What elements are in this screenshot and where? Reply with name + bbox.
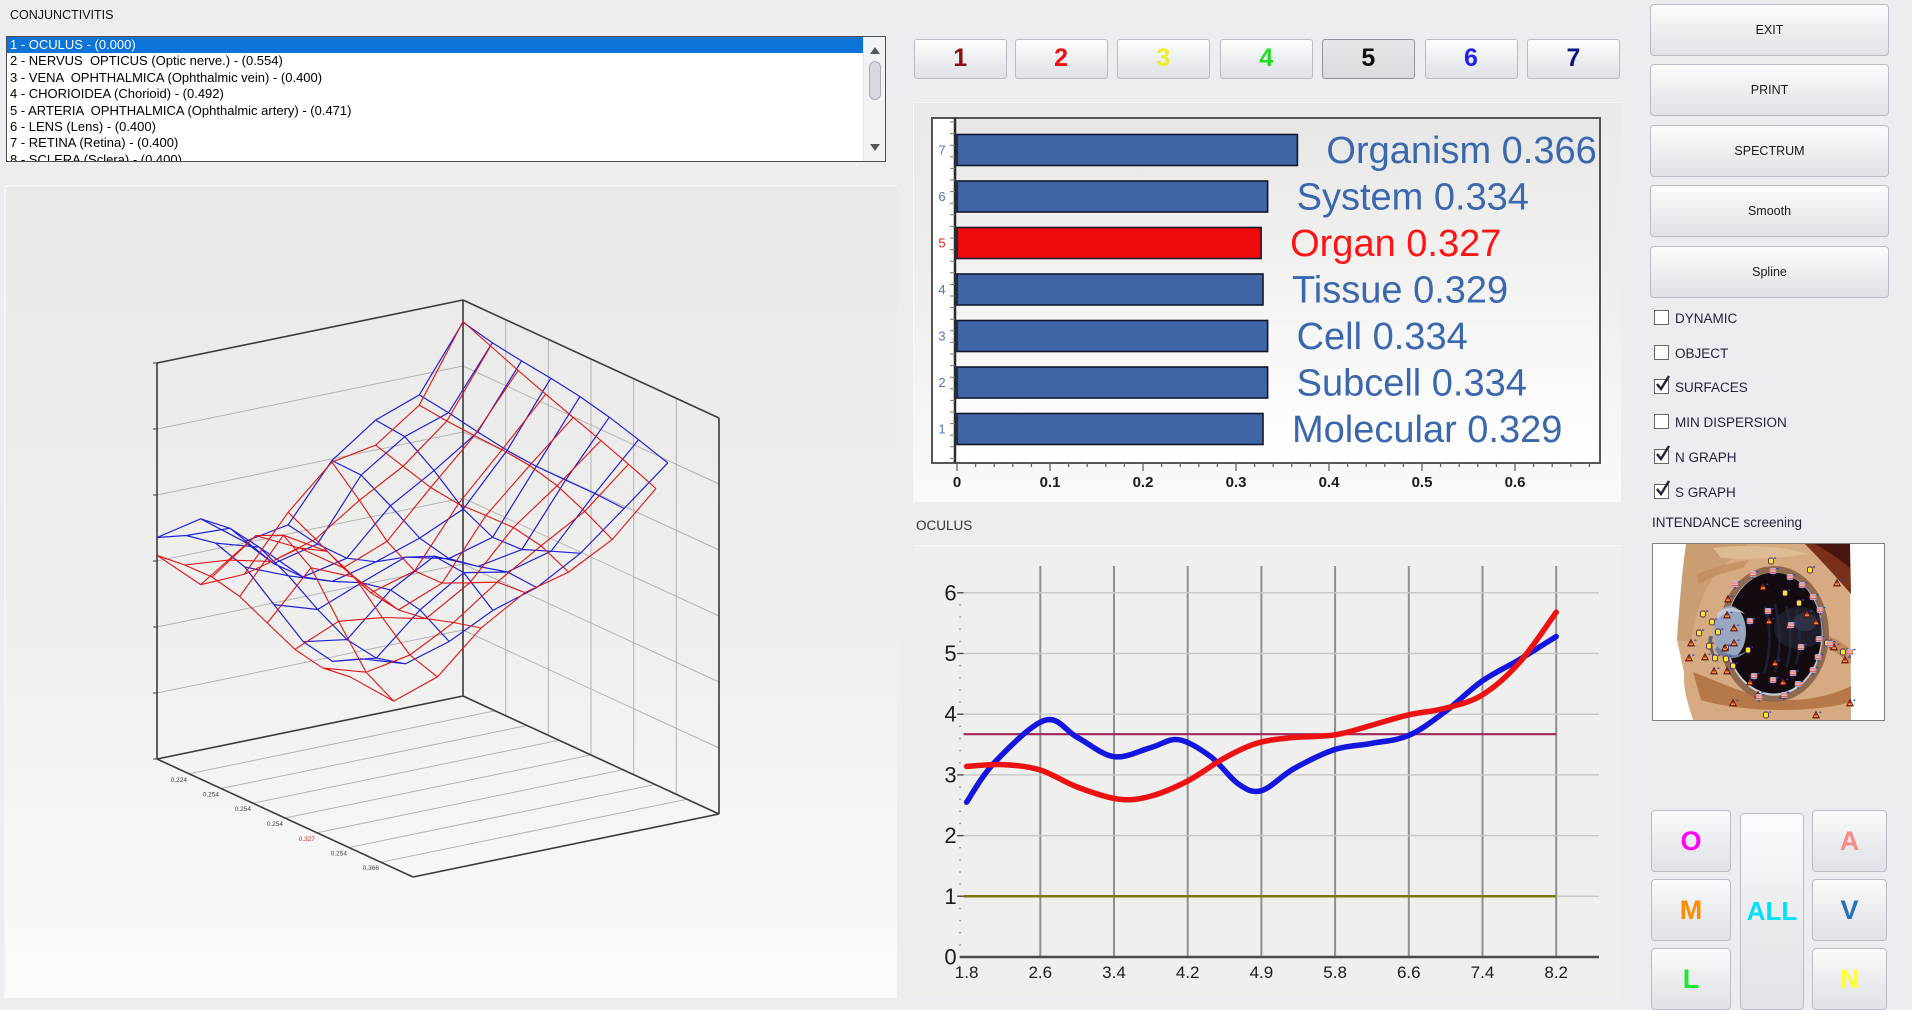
svg-text:0.1: 0.1 [1040,474,1061,491]
svg-text:Subcell 0.334: Subcell 0.334 [1297,363,1527,405]
svg-text:2: 2 [938,375,945,390]
svg-text:7: 7 [938,143,945,158]
svg-text:4: 4 [938,282,945,297]
svg-text:Organism 0.366: Organism 0.366 [1326,130,1596,172]
svg-text:0.254: 0.254 [203,792,220,799]
svg-text:6.6: 6.6 [1397,963,1421,982]
svg-text:0.254: 0.254 [331,851,348,858]
svg-text:4: 4 [944,702,956,727]
svg-text:0.4: 0.4 [1319,474,1341,491]
svg-text:0.224: 0.224 [171,777,188,784]
svg-text:0.366: 0.366 [363,865,380,872]
svg-text:1: 1 [938,422,945,437]
svg-text:Organ 0.327: Organ 0.327 [1290,223,1501,265]
svg-text:Molecular 0.329: Molecular 0.329 [1292,409,1562,451]
svg-text:0.327: 0.327 [299,836,316,843]
svg-text:3: 3 [944,762,956,787]
svg-text:Cell 0.334: Cell 0.334 [1297,316,1468,358]
svg-text:0.2: 0.2 [1133,474,1154,491]
svg-text:4.9: 4.9 [1250,963,1274,982]
svg-text:0.6: 0.6 [1505,474,1526,491]
svg-text:5: 5 [944,641,956,666]
svg-text:5.8: 5.8 [1323,963,1347,982]
svg-text:6: 6 [944,580,956,605]
svg-text:0: 0 [944,945,956,970]
svg-text:0.254: 0.254 [267,821,284,828]
svg-text:Tissue 0.329: Tissue 0.329 [1292,270,1508,312]
svg-text:0.3: 0.3 [1226,474,1247,491]
svg-text:3: 3 [938,329,945,344]
svg-text:8.2: 8.2 [1544,963,1568,982]
svg-text:0.254: 0.254 [235,806,252,813]
svg-text:0: 0 [953,474,961,491]
svg-text:2.6: 2.6 [1028,963,1052,982]
svg-text:1: 1 [944,884,956,909]
svg-text:6: 6 [938,189,945,204]
svg-text:4.2: 4.2 [1176,963,1200,982]
svg-text:5: 5 [938,236,945,251]
svg-text:System 0.334: System 0.334 [1297,177,1529,219]
svg-text:1.8: 1.8 [955,963,979,982]
svg-text:0.5: 0.5 [1412,474,1433,491]
svg-text:3.4: 3.4 [1102,963,1126,982]
svg-text:7.4: 7.4 [1471,963,1495,982]
svg-text:2: 2 [944,823,956,848]
